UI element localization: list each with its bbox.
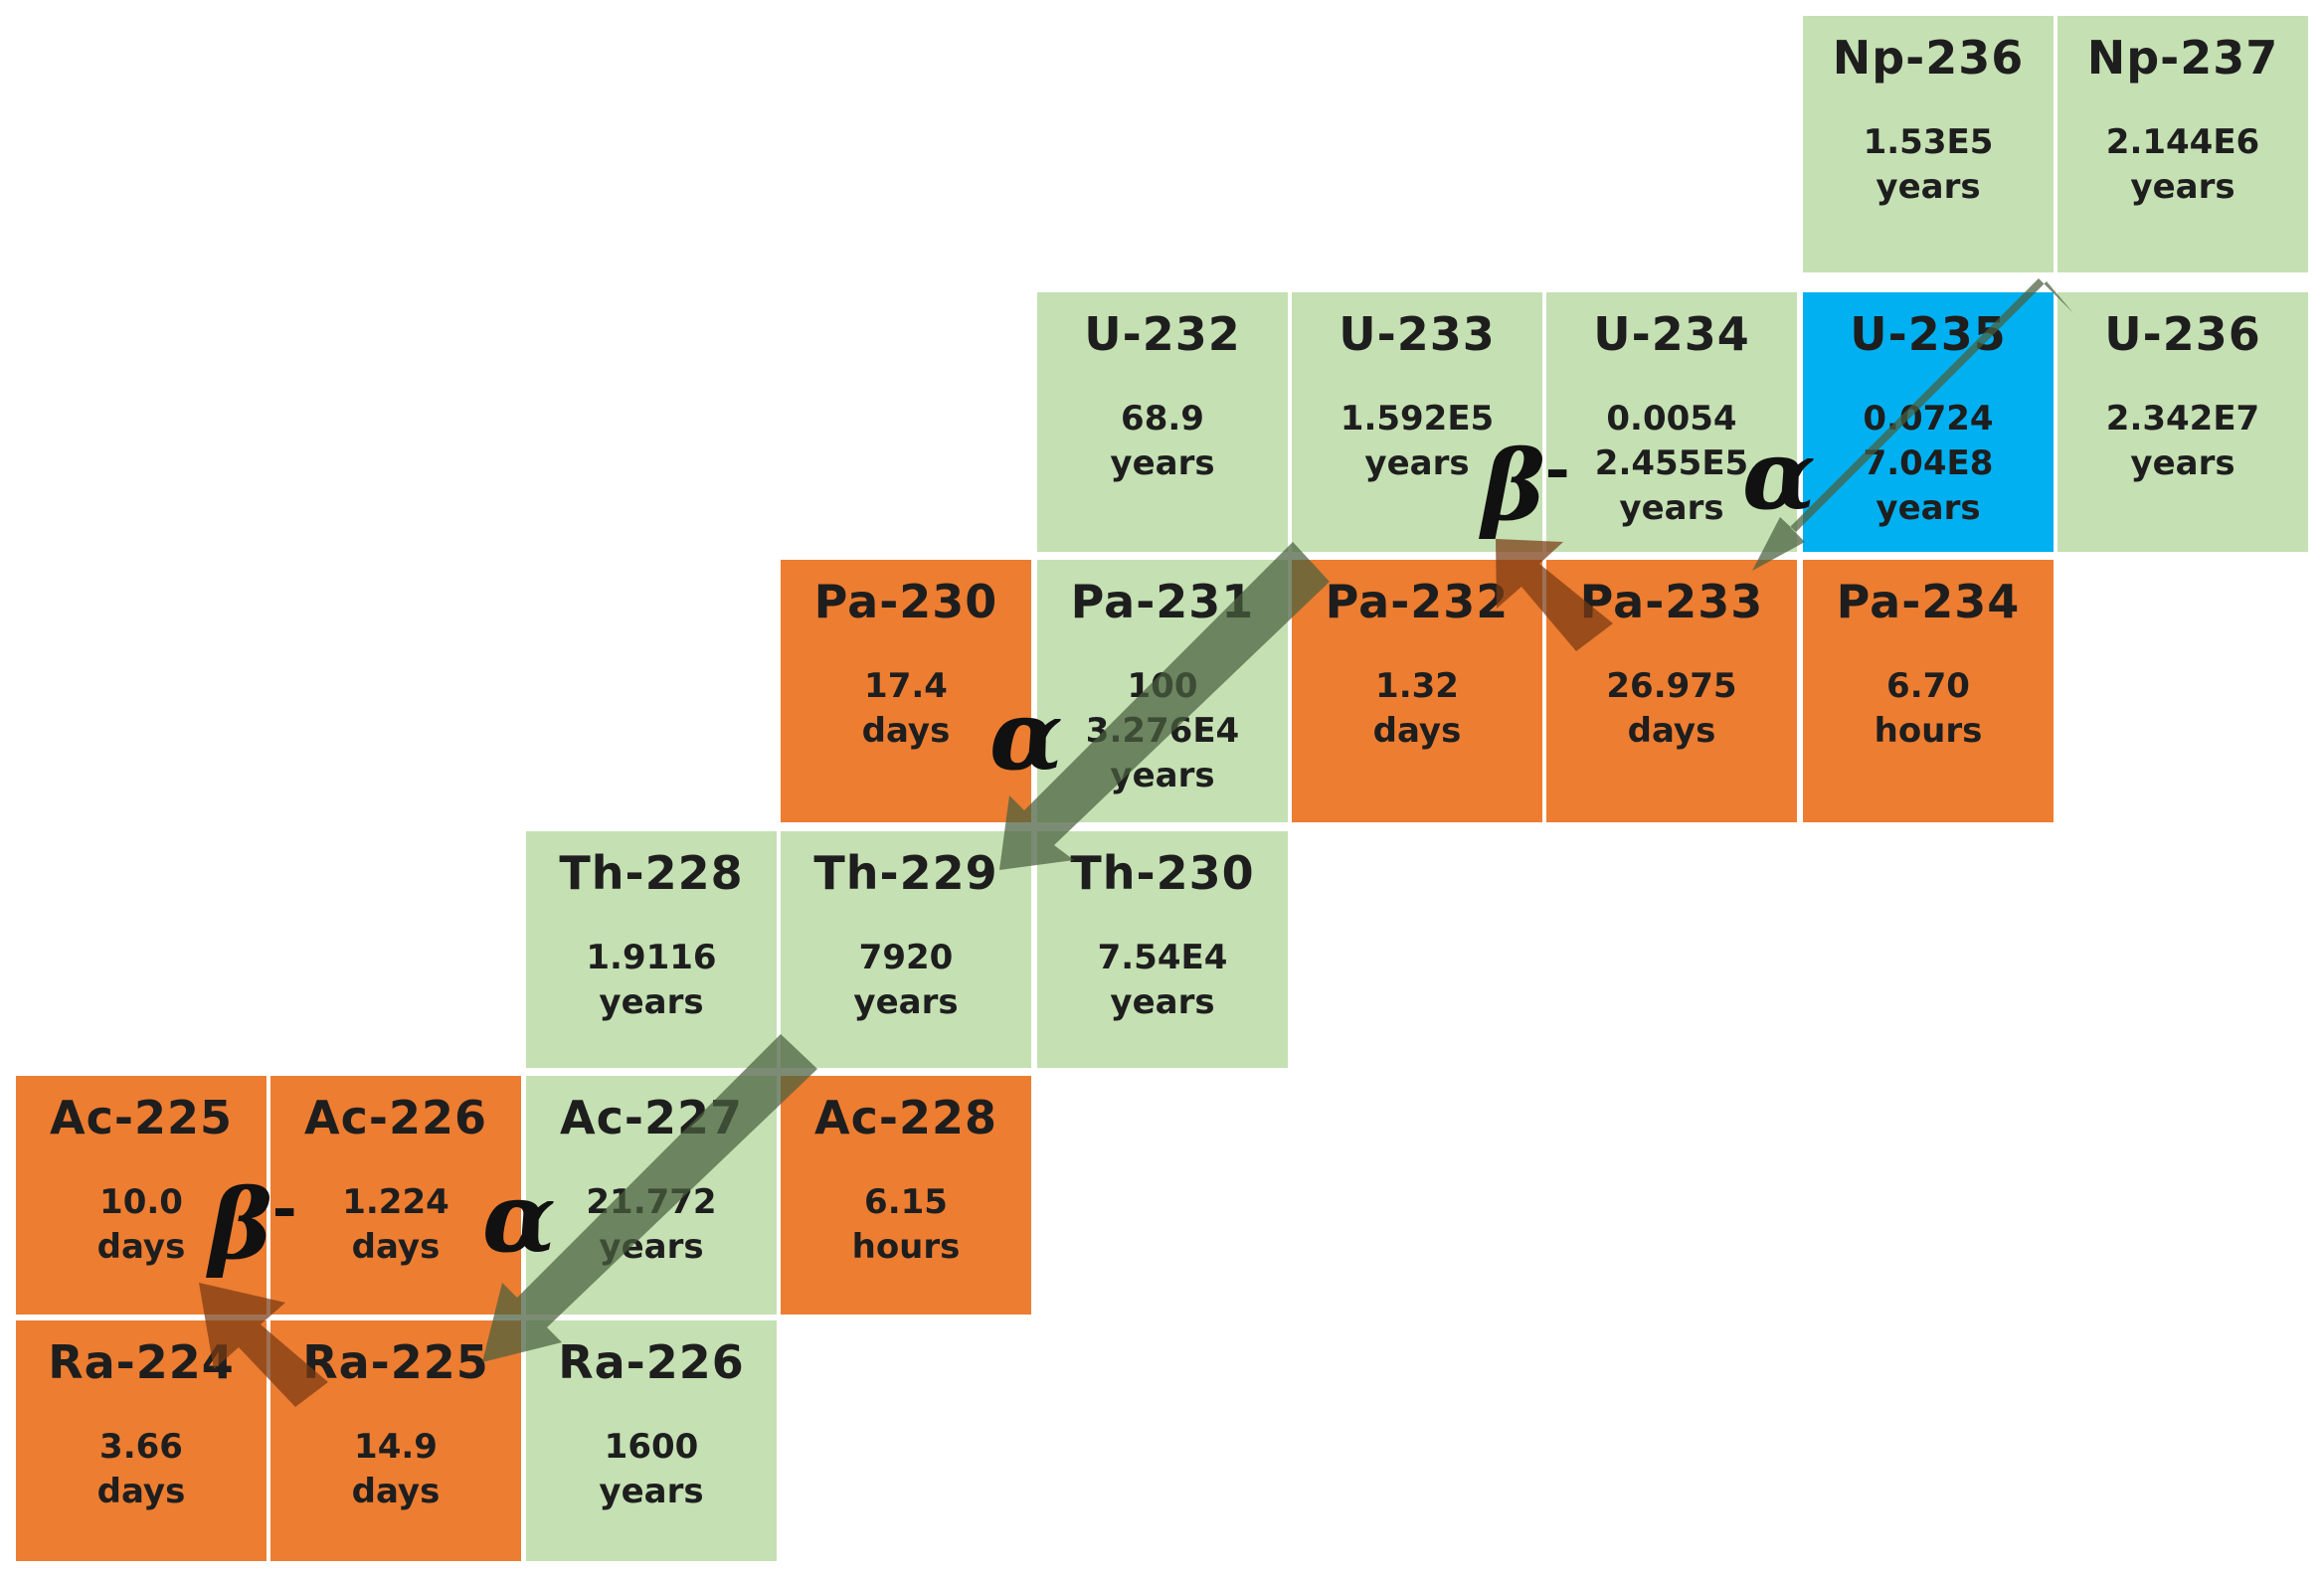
half-life: 26.975 days: [1606, 666, 1737, 751]
beta-label-ra225-ac225: β-: [209, 1168, 297, 1281]
half-life: 1.9116 years: [586, 938, 717, 1022]
nuclide-name: Th-229: [813, 846, 998, 900]
half-life: 0.0724 7.04E8 years: [1863, 399, 1994, 528]
nuclide-name: Ac-228: [814, 1091, 997, 1144]
nuclide-u233: U-233 1.592E5 years: [1292, 292, 1542, 552]
half-life: 0.0054 2.455E5 years: [1594, 399, 1749, 528]
nuclide-ac225: Ac-225 10.0 days: [16, 1076, 267, 1315]
nuclide-name: U-235: [1850, 307, 2007, 361]
nuclide-ac226: Ac-226 1.224 days: [270, 1076, 521, 1315]
nuclide-pa230: Pa-230 17.4 days: [781, 560, 1031, 822]
nuclide-name: U-236: [2104, 307, 2261, 361]
nuclide-name: Ra-226: [558, 1335, 745, 1389]
half-life: 6.15 hours: [851, 1182, 961, 1267]
alpha-label-th229-ra225: α: [482, 1161, 556, 1274]
nuclide-name: Np-237: [2086, 31, 2279, 85]
half-life: 2.342E7 years: [2105, 399, 2260, 483]
nuclide-u234: U-234 0.0054 2.455E5 years: [1546, 292, 1797, 552]
nuclide-name: U-233: [1339, 307, 1496, 361]
beta-arrow-ra225-ac225: [199, 1283, 328, 1407]
nuclide-th228: Th-228 1.9116 years: [526, 831, 777, 1068]
nuclide-ac228: Ac-228 6.15 hours: [781, 1076, 1031, 1315]
half-life: 1.53E5 years: [1863, 122, 1994, 207]
nuclide-np236: Np-236 1.53E5 years: [1803, 16, 2054, 272]
nuclide-name: Pa-232: [1325, 575, 1510, 628]
half-life: 1600 years: [599, 1427, 704, 1511]
nuclide-name: Ac-225: [50, 1091, 233, 1144]
nuclide-name: Ra-224: [48, 1335, 235, 1389]
half-life: 7920 years: [853, 938, 959, 1022]
nuclide-ra225: Ra-225 14.9 days: [270, 1320, 521, 1561]
nuclide-u235: U-235 0.0724 7.04E8 years: [1803, 292, 2054, 552]
half-life: 68.9 years: [1110, 399, 1215, 483]
half-life: 1.32 days: [1372, 666, 1462, 751]
half-life: 1.224 days: [342, 1182, 449, 1267]
nuclide-name: Pa-234: [1836, 575, 2021, 628]
nuclide-name: Pa-233: [1579, 575, 1764, 628]
nuclide-name: U-234: [1593, 307, 1750, 361]
alpha-arrow-np237-pa233: [1752, 278, 2073, 571]
nuclide-name: Th-230: [1070, 846, 1255, 900]
half-life: 17.4 days: [861, 666, 951, 751]
alpha-arrow-u233-th229: [999, 542, 1330, 870]
half-life: 7.54E4 years: [1097, 938, 1228, 1022]
alpha-label-u233-th229: α: [989, 679, 1063, 791]
half-life: 3.66 days: [96, 1427, 186, 1511]
half-life: 6.70 hours: [1874, 666, 1983, 751]
nuclide-pa234: Pa-234 6.70 hours: [1803, 560, 2054, 822]
half-life: 14.9 days: [351, 1427, 441, 1511]
nuclide-ra226: Ra-226 1600 years: [526, 1320, 777, 1561]
alpha-arrow-th229-ra225: [482, 1034, 817, 1362]
nuclide-th229: Th-229 7920 years: [781, 831, 1031, 1068]
nuclide-name: Pa-230: [813, 575, 998, 628]
nuclide-u236: U-236 2.342E7 years: [2057, 292, 2308, 552]
nuclide-name: U-232: [1084, 307, 1241, 361]
nuclide-th230: Th-230 7.54E4 years: [1037, 831, 1288, 1068]
nuclide-np237: Np-237 2.144E6 years: [2057, 16, 2308, 272]
nuclide-name: Np-236: [1832, 31, 2025, 85]
beta-label-pa233-u233: β-: [1482, 430, 1570, 542]
alpha-label-np237-pa233: α: [1742, 419, 1816, 531]
nuclide-ra224: Ra-224 3.66 days: [16, 1320, 267, 1561]
half-life: 1.592E5 years: [1340, 399, 1495, 483]
nuclide-name: Ra-225: [302, 1335, 489, 1389]
nuclide-name: Ac-226: [304, 1091, 487, 1144]
nuclide-name: Th-228: [559, 846, 744, 900]
half-life: 2.144E6 years: [2105, 122, 2260, 207]
nuclide-u232: U-232 68.9 years: [1037, 292, 1288, 552]
half-life: 10.0 days: [96, 1182, 186, 1267]
beta-arrow-pa233-u233: [1496, 539, 1613, 651]
